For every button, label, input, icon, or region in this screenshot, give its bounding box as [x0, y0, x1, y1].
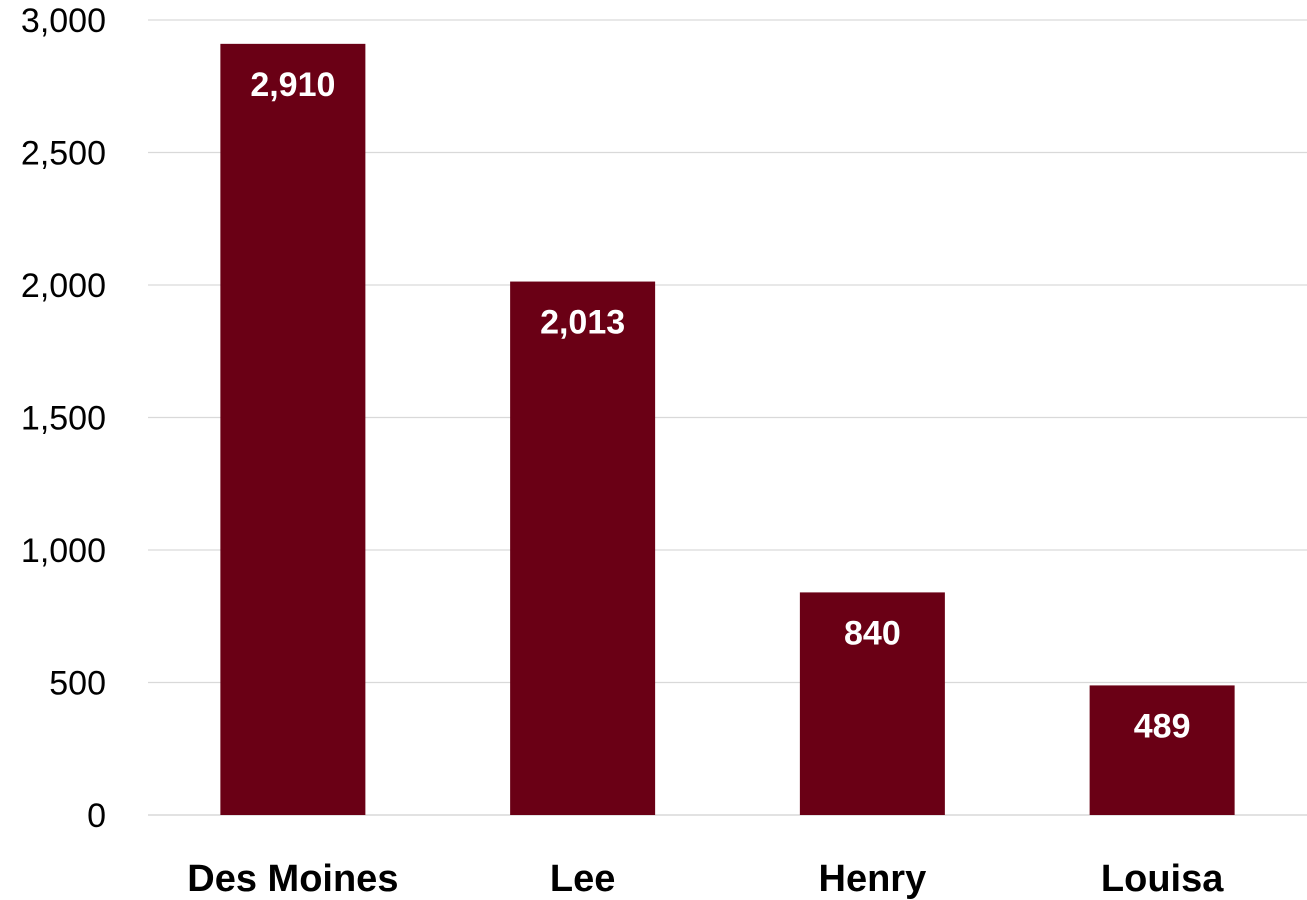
x-tick-label: Des Moines	[187, 858, 398, 900]
y-tick-label: 3,000	[21, 2, 106, 40]
bar	[510, 281, 656, 815]
data-label: 2,910	[250, 66, 335, 104]
y-tick-label: 1,000	[21, 532, 106, 570]
y-tick-label: 0	[87, 797, 106, 835]
data-label: 489	[1134, 707, 1191, 745]
x-tick-label: Lee	[550, 858, 615, 900]
bars	[220, 43, 1235, 816]
bar	[1089, 685, 1235, 815]
y-tick-label: 2,500	[21, 135, 106, 173]
y-axis-tick-labels: 0 500 1,000 1,500 2,000 2,500 3,000	[21, 2, 106, 835]
x-tick-label: Louisa	[1101, 858, 1224, 900]
data-label: 840	[844, 614, 901, 652]
data-labels: 2,910 2,013 840 489	[250, 66, 1190, 746]
y-tick-label: 2,000	[21, 267, 106, 305]
y-tick-label: 500	[49, 665, 106, 703]
bar	[799, 592, 945, 815]
y-tick-label: 1,500	[21, 400, 106, 438]
x-tick-label: Henry	[819, 858, 927, 900]
data-label: 2,013	[540, 304, 625, 342]
bar	[220, 43, 366, 816]
x-axis-category-labels: Des Moines Lee Henry Louisa	[187, 858, 1224, 900]
